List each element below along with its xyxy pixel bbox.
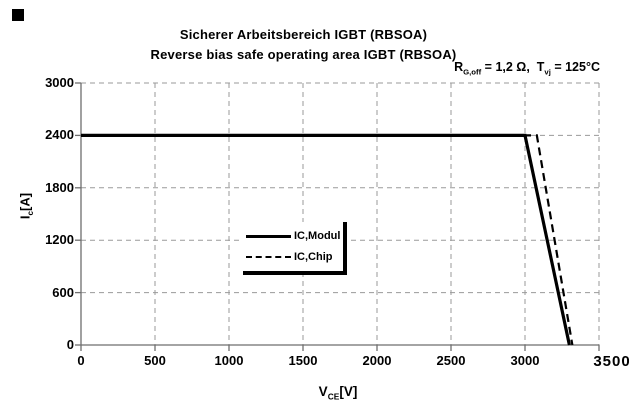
x-axis-label: VCE[V] [318, 384, 358, 402]
solid-line-sample [246, 234, 291, 238]
series-ic-chip [81, 134, 574, 346]
dashed-line-sample [246, 256, 291, 258]
y-axis-unit: [A] [17, 192, 33, 211]
x-tick-label: 0 [77, 353, 85, 368]
x-tick-label: 1500 [288, 353, 318, 368]
r-subscript: G,off [463, 67, 482, 77]
y-axis-label: Ic[A] [17, 192, 36, 220]
x-tick-label: 2000 [362, 353, 392, 368]
chart-titles: Sicherer Arbeitsbereich IGBT (RBSOA) Rev… [0, 25, 607, 65]
y-tick-label: 600 [52, 284, 74, 300]
t-value: = 125°C [550, 60, 600, 74]
legend-entry-modul: IC,Modul [246, 229, 343, 243]
y-tick-label: 3000 [45, 75, 74, 90]
y-tick-label: 1200 [45, 232, 74, 248]
y-axis-subscript: c [26, 210, 36, 216]
legend-label-modul: IC,Modul [294, 230, 341, 242]
t-symbol: T [536, 60, 545, 74]
y-tick-label: 2400 [45, 127, 74, 143]
x-tick-label: 3500 [593, 353, 629, 370]
x-tick-label: 500 [144, 353, 166, 368]
corner-mark [12, 9, 24, 21]
chart-title-en: Reverse bias safe operating area IGBT (R… [150, 47, 457, 62]
x-tick-label: 3000 [510, 353, 540, 368]
y-tick-label: 1800 [45, 179, 74, 195]
y-tick-label: 0 [66, 337, 74, 352]
legend-entry-chip: IC,Chip [246, 250, 343, 264]
legend-label-chip: IC,Chip [294, 251, 333, 263]
legend-box: IC,Modul IC,Chip [243, 222, 347, 275]
x-tick-label: 1000 [214, 353, 244, 368]
x-tick-label: 2500 [436, 353, 466, 368]
r-symbol: R [454, 60, 464, 74]
test-conditions: RG,off = 1,2 Ω, Tvj = 125°C [454, 60, 600, 77]
x-axis-quantity: V [318, 384, 328, 399]
x-axis-subscript: CE [327, 391, 340, 402]
x-axis-unit: [V] [339, 384, 358, 399]
y-axis-quantity: I [17, 215, 33, 220]
chart-title-de: Sicherer Arbeitsbereich IGBT (RBSOA) [179, 27, 428, 42]
r-value: = 1,2 Ω, [481, 60, 537, 74]
t-subscript: vj [544, 67, 551, 77]
